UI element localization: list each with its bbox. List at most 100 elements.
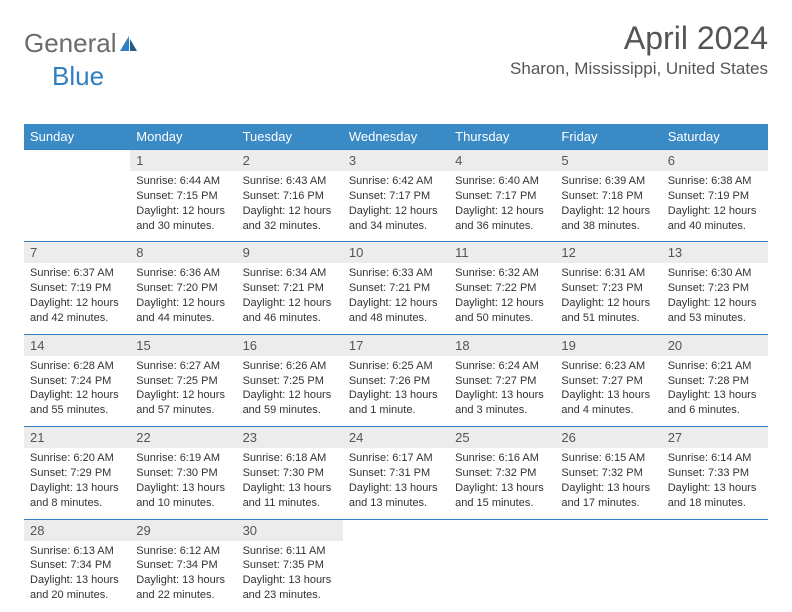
daylight-text: Daylight: 12 hours and 44 minutes. [136, 296, 230, 326]
sunset-text: Sunset: 7:21 PM [349, 281, 443, 296]
sunrise-text: Sunrise: 6:18 AM [243, 451, 337, 466]
calendar-day-cell: 30Sunrise: 6:11 AMSunset: 7:35 PMDayligh… [237, 519, 343, 611]
day-number: 7 [24, 242, 130, 263]
day-details: Sunrise: 6:17 AMSunset: 7:31 PMDaylight:… [343, 448, 449, 518]
day-details: Sunrise: 6:30 AMSunset: 7:23 PMDaylight:… [662, 263, 768, 333]
calendar-day-cell: 28Sunrise: 6:13 AMSunset: 7:34 PMDayligh… [24, 519, 130, 611]
calendar-day-cell: 26Sunrise: 6:15 AMSunset: 7:32 PMDayligh… [555, 427, 661, 519]
sunset-text: Sunset: 7:32 PM [455, 466, 549, 481]
day-number: 20 [662, 335, 768, 356]
daylight-text: Daylight: 12 hours and 30 minutes. [136, 204, 230, 234]
sunrise-text: Sunrise: 6:13 AM [30, 544, 124, 559]
weekday-header: Sunday [24, 124, 130, 150]
day-details: Sunrise: 6:12 AMSunset: 7:34 PMDaylight:… [130, 541, 236, 611]
daylight-text: Daylight: 13 hours and 15 minutes. [455, 481, 549, 511]
day-number: 22 [130, 427, 236, 448]
sunrise-text: Sunrise: 6:27 AM [136, 359, 230, 374]
day-number: 23 [237, 427, 343, 448]
day-details: Sunrise: 6:34 AMSunset: 7:21 PMDaylight:… [237, 263, 343, 333]
sunset-text: Sunset: 7:26 PM [349, 374, 443, 389]
sunrise-text: Sunrise: 6:34 AM [243, 266, 337, 281]
daylight-text: Daylight: 12 hours and 55 minutes. [30, 388, 124, 418]
calendar-day-cell: 5Sunrise: 6:39 AMSunset: 7:18 PMDaylight… [555, 150, 661, 242]
sunrise-text: Sunrise: 6:21 AM [668, 359, 762, 374]
day-details: Sunrise: 6:44 AMSunset: 7:15 PMDaylight:… [130, 171, 236, 241]
sunset-text: Sunset: 7:20 PM [136, 281, 230, 296]
day-details: Sunrise: 6:19 AMSunset: 7:30 PMDaylight:… [130, 448, 236, 518]
daylight-text: Daylight: 13 hours and 13 minutes. [349, 481, 443, 511]
day-details: Sunrise: 6:38 AMSunset: 7:19 PMDaylight:… [662, 171, 768, 241]
sunrise-text: Sunrise: 6:28 AM [30, 359, 124, 374]
day-number: 6 [662, 150, 768, 171]
calendar-day-cell: 19Sunrise: 6:23 AMSunset: 7:27 PMDayligh… [555, 334, 661, 426]
sunrise-text: Sunrise: 6:20 AM [30, 451, 124, 466]
daylight-text: Daylight: 12 hours and 50 minutes. [455, 296, 549, 326]
daylight-text: Daylight: 12 hours and 59 minutes. [243, 388, 337, 418]
calendar-day-cell: 20Sunrise: 6:21 AMSunset: 7:28 PMDayligh… [662, 334, 768, 426]
daylight-text: Daylight: 12 hours and 38 minutes. [561, 204, 655, 234]
sunrise-text: Sunrise: 6:31 AM [561, 266, 655, 281]
sunset-text: Sunset: 7:21 PM [243, 281, 337, 296]
day-details: Sunrise: 6:36 AMSunset: 7:20 PMDaylight:… [130, 263, 236, 333]
sunset-text: Sunset: 7:33 PM [668, 466, 762, 481]
day-number: 27 [662, 427, 768, 448]
sunset-text: Sunset: 7:34 PM [30, 558, 124, 573]
calendar-day-cell: 15Sunrise: 6:27 AMSunset: 7:25 PMDayligh… [130, 334, 236, 426]
daylight-text: Daylight: 12 hours and 46 minutes. [243, 296, 337, 326]
sunrise-text: Sunrise: 6:36 AM [136, 266, 230, 281]
day-number: 11 [449, 242, 555, 263]
day-details: Sunrise: 6:11 AMSunset: 7:35 PMDaylight:… [237, 541, 343, 611]
sunset-text: Sunset: 7:35 PM [243, 558, 337, 573]
calendar-day-cell: 23Sunrise: 6:18 AMSunset: 7:30 PMDayligh… [237, 427, 343, 519]
calendar-day-cell: 14Sunrise: 6:28 AMSunset: 7:24 PMDayligh… [24, 334, 130, 426]
daylight-text: Daylight: 12 hours and 48 minutes. [349, 296, 443, 326]
sunset-text: Sunset: 7:22 PM [455, 281, 549, 296]
sunrise-text: Sunrise: 6:32 AM [455, 266, 549, 281]
daylight-text: Daylight: 13 hours and 23 minutes. [243, 573, 337, 603]
sunrise-text: Sunrise: 6:15 AM [561, 451, 655, 466]
sunrise-text: Sunrise: 6:23 AM [561, 359, 655, 374]
sunrise-text: Sunrise: 6:19 AM [136, 451, 230, 466]
daylight-text: Daylight: 13 hours and 3 minutes. [455, 388, 549, 418]
weekday-header: Tuesday [237, 124, 343, 150]
calendar-day-cell: 27Sunrise: 6:14 AMSunset: 7:33 PMDayligh… [662, 427, 768, 519]
sunset-text: Sunset: 7:24 PM [30, 374, 124, 389]
day-details: Sunrise: 6:40 AMSunset: 7:17 PMDaylight:… [449, 171, 555, 241]
day-number: 2 [237, 150, 343, 171]
sunset-text: Sunset: 7:27 PM [455, 374, 549, 389]
day-number: 15 [130, 335, 236, 356]
day-number: 29 [130, 520, 236, 541]
calendar-week-row: 28Sunrise: 6:13 AMSunset: 7:34 PMDayligh… [24, 519, 768, 611]
day-details: Sunrise: 6:24 AMSunset: 7:27 PMDaylight:… [449, 356, 555, 426]
day-details: Sunrise: 6:27 AMSunset: 7:25 PMDaylight:… [130, 356, 236, 426]
daylight-text: Daylight: 12 hours and 57 minutes. [136, 388, 230, 418]
day-number: 24 [343, 427, 449, 448]
day-number: 21 [24, 427, 130, 448]
logo-sail-icon [119, 34, 139, 57]
calendar-day-cell: 17Sunrise: 6:25 AMSunset: 7:26 PMDayligh… [343, 334, 449, 426]
day-details: Sunrise: 6:26 AMSunset: 7:25 PMDaylight:… [237, 356, 343, 426]
day-number: 13 [662, 242, 768, 263]
sunrise-text: Sunrise: 6:42 AM [349, 174, 443, 189]
daylight-text: Daylight: 13 hours and 6 minutes. [668, 388, 762, 418]
day-details: Sunrise: 6:18 AMSunset: 7:30 PMDaylight:… [237, 448, 343, 518]
day-details: Sunrise: 6:16 AMSunset: 7:32 PMDaylight:… [449, 448, 555, 518]
daylight-text: Daylight: 12 hours and 36 minutes. [455, 204, 549, 234]
daylight-text: Daylight: 13 hours and 18 minutes. [668, 481, 762, 511]
daylight-text: Daylight: 12 hours and 42 minutes. [30, 296, 124, 326]
calendar-header-row: SundayMondayTuesdayWednesdayThursdayFrid… [24, 124, 768, 150]
day-number: 16 [237, 335, 343, 356]
calendar-day-cell: . [24, 150, 130, 242]
sunset-text: Sunset: 7:18 PM [561, 189, 655, 204]
day-details: Sunrise: 6:32 AMSunset: 7:22 PMDaylight:… [449, 263, 555, 333]
weekday-header: Saturday [662, 124, 768, 150]
weekday-header: Wednesday [343, 124, 449, 150]
calendar-week-row: 21Sunrise: 6:20 AMSunset: 7:29 PMDayligh… [24, 427, 768, 519]
day-number: 25 [449, 427, 555, 448]
logo-text-blue: Blue [52, 61, 104, 91]
day-details: Sunrise: 6:31 AMSunset: 7:23 PMDaylight:… [555, 263, 661, 333]
calendar-day-cell: . [555, 519, 661, 611]
day-number: 1 [130, 150, 236, 171]
sunrise-text: Sunrise: 6:12 AM [136, 544, 230, 559]
daylight-text: Daylight: 13 hours and 20 minutes. [30, 573, 124, 603]
